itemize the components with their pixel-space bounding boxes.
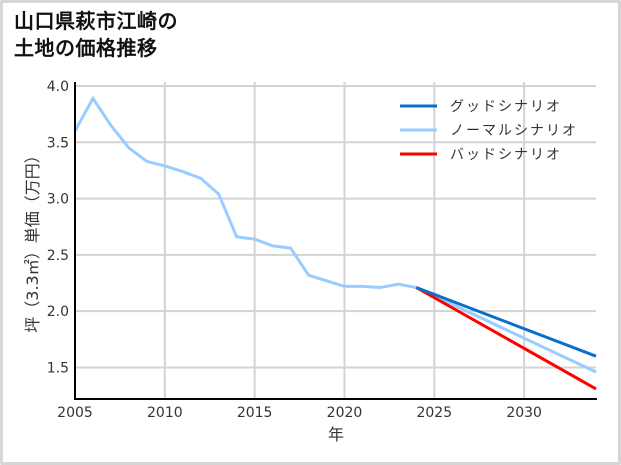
chart-title-line-1: 山口県萩市江崎の [14,9,178,33]
y-tick-label: 2.0 [47,304,69,320]
series-line [415,286,597,358]
axes [74,82,597,400]
legend-label: ノーマルシナリオ [450,123,578,139]
y-tick-label: 4.0 [47,79,69,95]
y-tick-labels: 1.5 2.0 2.5 3.0 3.5 4.0 [47,79,69,376]
series-line [415,286,597,391]
x-tick-label: 2020 [327,405,363,421]
chart-title: 山口県萩市江崎の 土地の価格推移 [14,8,178,62]
x-tick-label: 2010 [147,405,183,421]
chart-title-line-2: 土地の価格推移 [14,36,158,60]
x-tick-label: 2015 [237,405,273,421]
y-axis-label: 坪（3.3㎡）単価（万円） [23,147,42,332]
y-tick-label: 2.5 [47,248,69,264]
x-tick-label: 2005 [57,405,93,421]
data-lines [73,95,597,391]
series-line [73,95,597,374]
gridlines [75,82,596,399]
legend-label: グッドシナリオ [450,99,562,115]
x-tick-labels: 2005 2010 2015 2020 2025 2030 [57,405,542,421]
x-axis-label: 年 [328,425,344,444]
x-tick-label: 2025 [416,405,452,421]
y-tick-label: 1.5 [47,360,69,376]
legend-label: バッドシナリオ [450,147,562,163]
x-tick-label: 2030 [506,405,542,421]
y-tick-label: 3.0 [47,192,69,208]
y-tick-label: 3.5 [47,135,69,151]
